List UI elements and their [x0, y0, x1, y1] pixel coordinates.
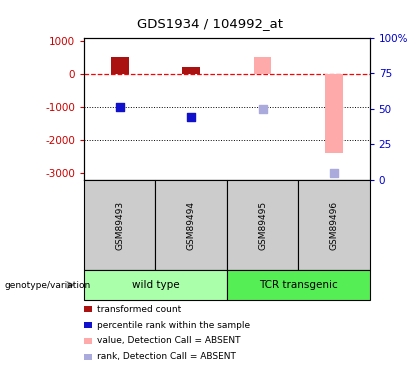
Text: genotype/variation: genotype/variation — [4, 280, 90, 290]
Text: wild type: wild type — [131, 280, 179, 290]
Text: GSM89495: GSM89495 — [258, 200, 267, 250]
Bar — [254, 57, 271, 74]
Point — [188, 114, 194, 120]
Text: GSM89496: GSM89496 — [329, 200, 339, 250]
Point — [259, 106, 266, 112]
Text: GSM89494: GSM89494 — [186, 201, 196, 249]
Text: TCR transgenic: TCR transgenic — [259, 280, 338, 290]
Text: value, Detection Call = ABSENT: value, Detection Call = ABSENT — [97, 336, 240, 345]
Text: GSM89493: GSM89493 — [115, 200, 124, 250]
Point — [116, 104, 123, 110]
Text: GDS1934 / 104992_at: GDS1934 / 104992_at — [137, 17, 283, 30]
Bar — [111, 57, 129, 74]
Text: percentile rank within the sample: percentile rank within the sample — [97, 321, 250, 330]
Text: transformed count: transformed count — [97, 305, 181, 314]
Bar — [325, 74, 343, 153]
Point — [331, 170, 337, 176]
Bar — [182, 68, 200, 74]
Text: rank, Detection Call = ABSENT: rank, Detection Call = ABSENT — [97, 352, 236, 361]
